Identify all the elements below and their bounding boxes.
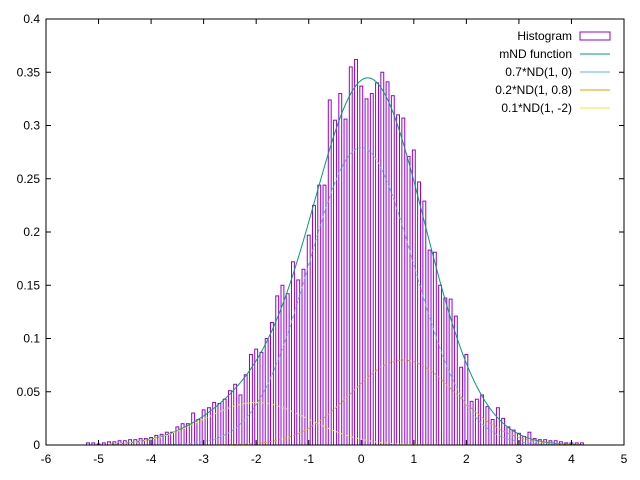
legend-label: 0.2*ND(1, 0.8) [495, 83, 572, 97]
histogram-bar [459, 366, 464, 446]
histogram-bar [338, 93, 343, 446]
x-tick-label: 5 [621, 452, 628, 466]
histogram-bar [306, 234, 311, 446]
histogram-bar [390, 95, 395, 446]
x-tick-label: -6 [41, 452, 52, 466]
y-tick-label: 0.2 [23, 225, 40, 239]
histogram-bar [506, 426, 511, 446]
histogram-bar [422, 200, 427, 446]
histogram-bar [522, 435, 527, 446]
histogram-bar [480, 394, 485, 446]
legend: Histogram mND function 0.7*ND(1, 0) 0.2*ND(… [495, 29, 611, 115]
histogram-bar [495, 407, 500, 446]
x-tick-label: -5 [93, 452, 104, 466]
legend-label: mND function [499, 47, 572, 61]
histogram-bar [233, 383, 238, 446]
y-tick-label: 0 [33, 438, 40, 452]
histogram-bar [180, 423, 185, 446]
histogram-bar [343, 118, 348, 446]
histogram-bar [285, 293, 290, 446]
histogram-bar [385, 81, 390, 446]
curve-series-4 [109, 402, 582, 446]
histogram-bar [264, 338, 269, 446]
histogram-bar [312, 204, 316, 446]
x-axis-ticks: -6 -5 -4 -3 -2 -1 0 1 2 3 4 5 [41, 19, 628, 466]
histogram-bar [443, 297, 448, 446]
histogram-bar [490, 418, 495, 446]
histogram-bar [364, 98, 369, 446]
histogram-bar [280, 284, 285, 446]
histogram-bar [432, 251, 437, 446]
x-tick-label: 4 [568, 452, 575, 466]
y-tick-label: 0.25 [17, 172, 41, 186]
histogram-bar [427, 249, 432, 446]
histogram-bars [86, 58, 584, 446]
histogram-bar [485, 406, 490, 446]
legend-label: Histogram [517, 29, 572, 43]
histogram-bar [322, 184, 327, 446]
histogram-bar [243, 374, 248, 446]
histogram-bar [254, 348, 259, 446]
histogram-bar [117, 440, 122, 446]
histogram-bar [238, 394, 243, 446]
legend-label: 0.1*ND(1, -2) [501, 101, 572, 115]
y-tick-label: 0.4 [23, 12, 40, 26]
histogram-bar [301, 268, 306, 446]
histogram-bar [411, 149, 416, 446]
curve-series [109, 77, 582, 446]
histogram-bar [196, 418, 201, 446]
y-tick-label: 0.15 [17, 278, 41, 292]
histogram-bar [296, 279, 301, 446]
curve-series-3 [109, 359, 582, 446]
histogram-bar [464, 353, 469, 446]
histogram-bar [291, 261, 295, 446]
x-tick-label: -2 [251, 452, 262, 466]
histogram-bar [217, 402, 222, 446]
histogram-bar [222, 398, 227, 446]
y-tick-label: 0.35 [17, 65, 41, 79]
histogram-bar [396, 114, 400, 446]
histogram-bar [401, 117, 406, 446]
histogram-bar [369, 93, 374, 446]
histogram-bar [406, 155, 411, 446]
y-tick-label: 0.05 [17, 385, 41, 399]
histogram-bar [227, 390, 232, 446]
x-tick-label: -1 [303, 452, 314, 466]
histogram-bar [474, 398, 479, 446]
x-tick-label: 0 [358, 452, 365, 466]
histogram-bar [333, 119, 337, 446]
x-tick-label: -4 [146, 452, 157, 466]
x-tick-label: -3 [198, 452, 209, 466]
legend-swatch [579, 31, 611, 41]
y-axis-ticks: 0 0.05 0.1 0.15 0.2 0.25 0.3 0.35 0.4 [17, 12, 624, 452]
histogram-bar [380, 71, 385, 446]
y-tick-label: 0.3 [23, 119, 40, 133]
histogram-bar [417, 181, 422, 446]
histogram-bar [191, 412, 196, 446]
curve-series-1 [109, 77, 582, 446]
y-tick-label: 0.1 [23, 332, 40, 346]
curve-series-2 [109, 147, 582, 446]
histogram-bar [270, 322, 274, 446]
histogram-bar [375, 82, 379, 446]
histogram-bar [438, 284, 443, 446]
histogram-bar [317, 184, 322, 446]
histogram-bar [348, 66, 353, 446]
histogram-bar [359, 85, 364, 446]
x-tick-label: 2 [463, 452, 470, 466]
histogram-bar [259, 351, 264, 446]
histogram-bar [154, 434, 159, 446]
legend-label: 0.7*ND(1, 0) [505, 65, 572, 79]
x-tick-label: 3 [516, 452, 523, 466]
histogram-bar [170, 431, 175, 446]
x-tick-label: 1 [410, 452, 417, 466]
